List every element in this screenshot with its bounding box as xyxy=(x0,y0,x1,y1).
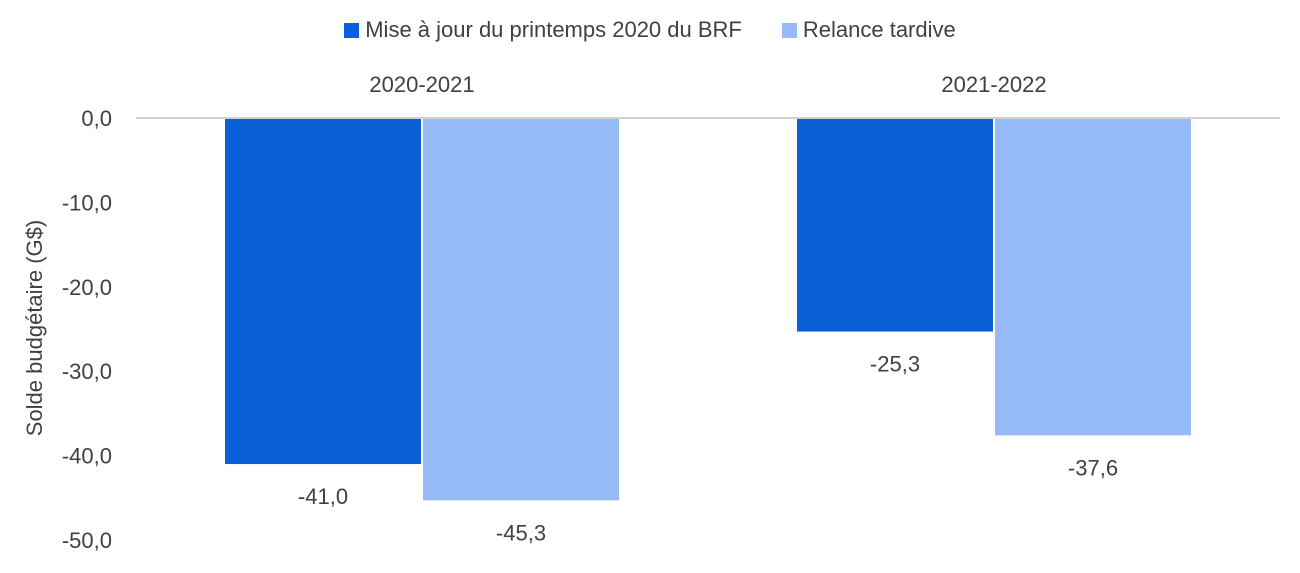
data-label: -37,6 xyxy=(1068,455,1118,480)
bar-1 xyxy=(225,118,421,465)
legend-swatch-series-1 xyxy=(344,22,360,38)
category-label: 2020-2021 xyxy=(369,72,474,97)
legend-label-series-2: Relance tardive xyxy=(802,17,956,42)
y-axis-title: Solde budgétaire (G$) xyxy=(22,220,47,436)
bar-2 xyxy=(423,118,619,501)
legend-swatch-series-2 xyxy=(781,22,797,38)
bar-2 xyxy=(995,118,1191,436)
data-labels: -41,0 -45,3 -25,3 -37,6 xyxy=(298,352,1118,546)
y-tick-label: -50,0 xyxy=(62,528,112,553)
y-tick-label: -40,0 xyxy=(62,444,112,469)
y-axis-ticks: 0,0 -10,0 -20,0 -30,0 -40,0 -50,0 xyxy=(62,106,112,553)
legend: Mise à jour du printemps 2020 du BRF Rel… xyxy=(0,14,1300,46)
bar-1 xyxy=(797,118,993,332)
data-label: -25,3 xyxy=(870,352,920,377)
category-labels: 2020-2021 2021-2022 xyxy=(369,72,1046,97)
y-tick-label: -30,0 xyxy=(62,359,112,384)
legend-item-series-1: Mise à jour du printemps 2020 du BRF xyxy=(344,17,742,43)
data-label: -41,0 xyxy=(298,484,348,509)
y-tick-label: 0,0 xyxy=(81,106,112,131)
category-label: 2021-2022 xyxy=(941,72,1046,97)
data-label: -45,3 xyxy=(496,520,546,545)
y-tick-label: -10,0 xyxy=(62,190,112,215)
legend-label-series-1: Mise à jour du printemps 2020 du BRF xyxy=(365,17,742,42)
y-tick-label: -20,0 xyxy=(62,275,112,300)
legend-item-series-2: Relance tardive xyxy=(781,17,956,43)
bars xyxy=(225,118,1191,501)
